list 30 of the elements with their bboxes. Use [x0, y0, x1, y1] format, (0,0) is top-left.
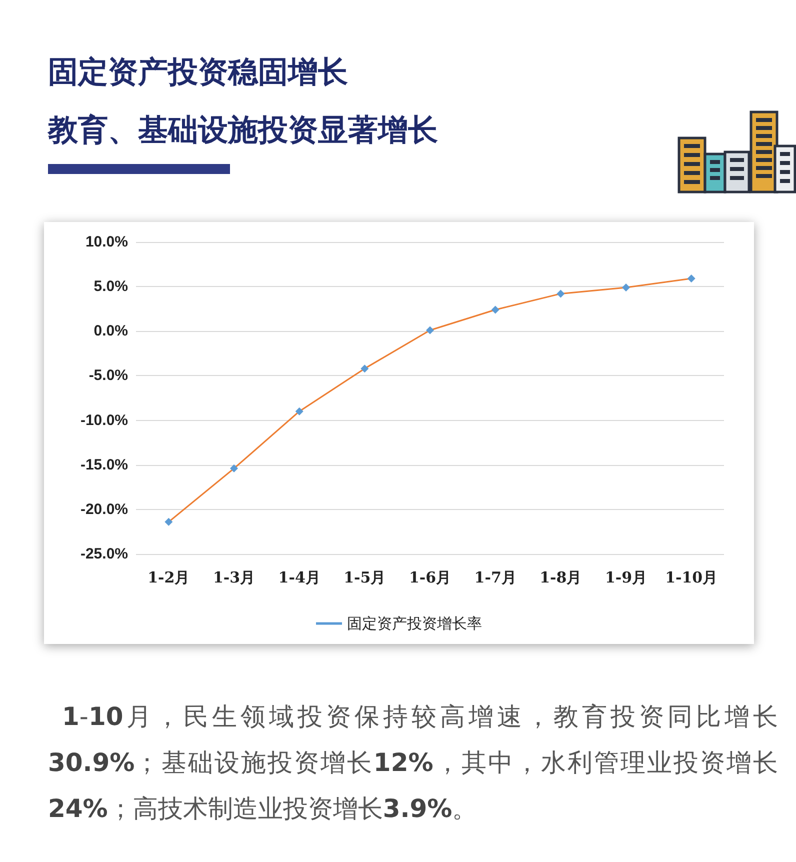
text: 1-10月，民生领域投资保持较高增速，教育投资同比增长30.9%；基础设施投资增长12%，其中，水利管理业投资增长24%；高技术制造业投资增长3.9%。	[48, 702, 778, 823]
y-tick-label: -15.0%	[80, 456, 128, 474]
y-tick-label: -20.0%	[80, 500, 128, 518]
x-tick-label: 1-6月	[408, 568, 452, 586]
point	[556, 290, 565, 298]
y-tick-label: -5.0%	[88, 367, 128, 384]
x-tick-label: 1-3月	[212, 568, 256, 586]
point	[164, 518, 173, 526]
point	[622, 283, 630, 292]
point	[230, 464, 238, 472]
chart-subtitle: 教育、基础设施投资显著增长	[48, 112, 438, 150]
chart-title: 固定资产投资稳固增长	[48, 54, 349, 92]
x-tick-label: 1-8月	[540, 568, 582, 586]
y-tick-label: 0.0%	[94, 322, 128, 340]
point	[491, 306, 500, 314]
y-tick-label: 10.0%	[85, 234, 128, 250]
x-tick-label: 1-7月	[474, 568, 516, 586]
x-tick-label: 1-9月	[604, 568, 648, 586]
x-tick-label: 1-5月	[344, 568, 386, 586]
x-tick-label: 1-10月	[665, 568, 718, 586]
x-tick-label: 1-2月	[148, 568, 190, 586]
y-tick-label: -10.0%	[80, 412, 128, 429]
point	[360, 364, 369, 373]
x-tick-label: 1-4月	[278, 568, 320, 586]
point	[295, 407, 304, 416]
y-tick-label: -25.0%	[80, 546, 128, 562]
legend-label: 固定资产投资增长率	[347, 614, 482, 632]
point	[426, 326, 434, 334]
y-tick-label: 5.0%	[94, 278, 128, 296]
point	[687, 274, 696, 283]
